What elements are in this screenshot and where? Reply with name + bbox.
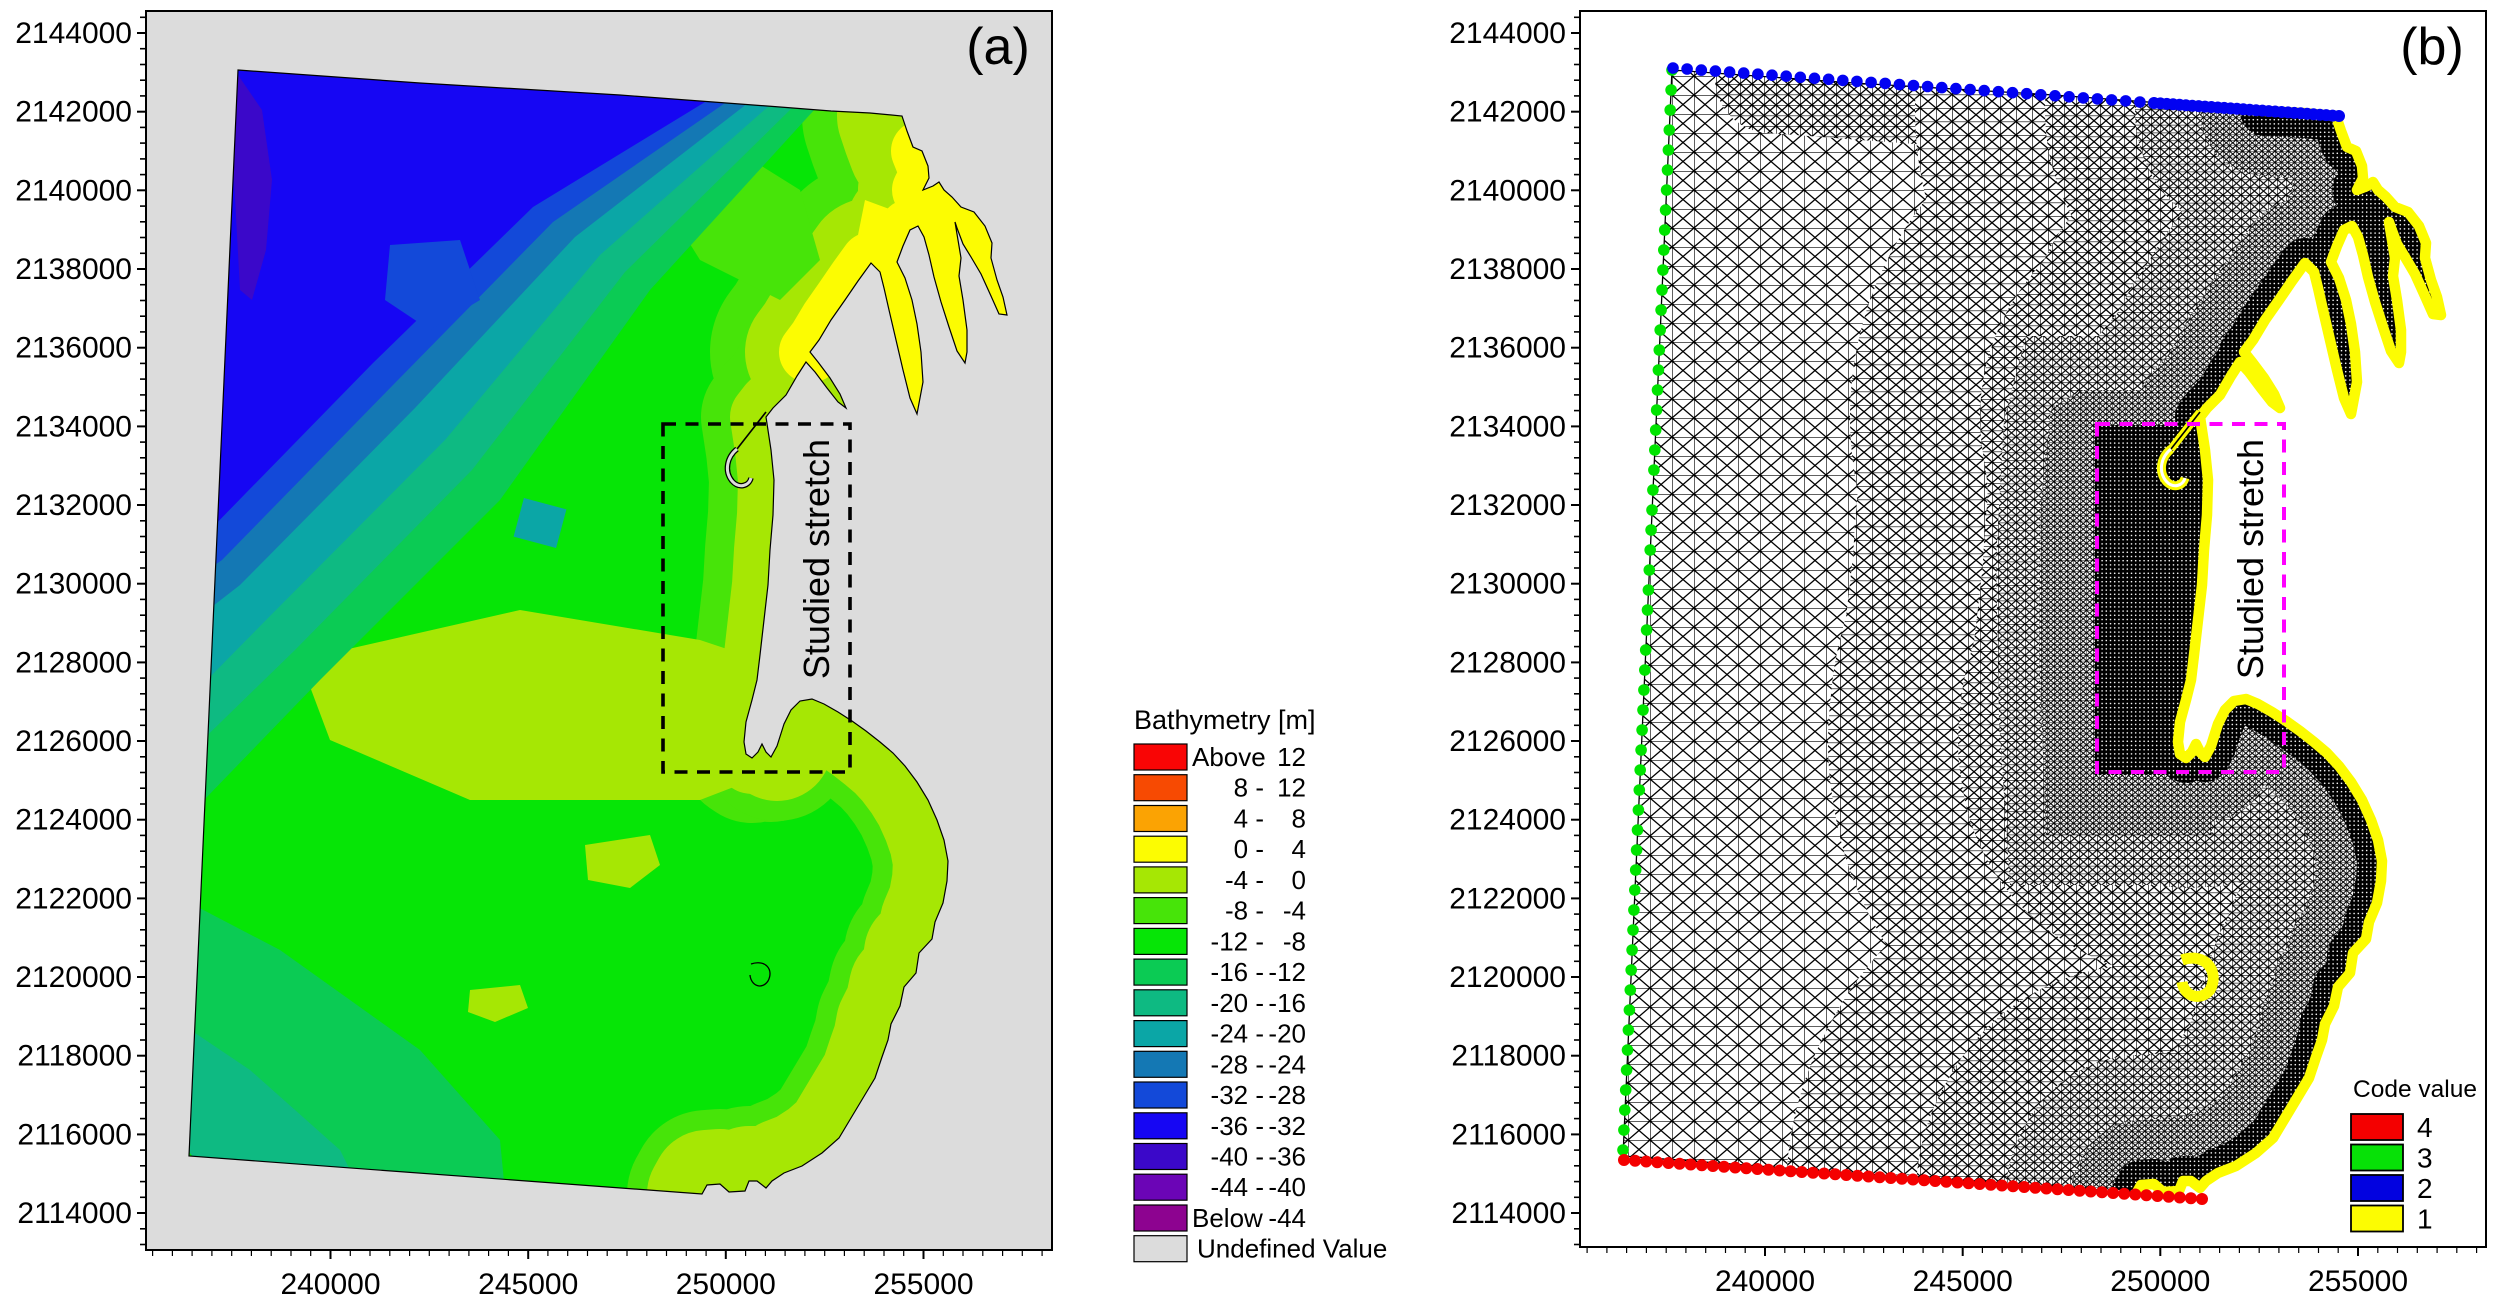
svg-text:-40: -40 bbox=[1268, 1172, 1306, 1202]
svg-text:(a): (a) bbox=[966, 18, 1030, 76]
svg-text:245000: 245000 bbox=[1913, 1265, 2013, 1298]
svg-text:2130000: 2130000 bbox=[15, 568, 132, 601]
svg-text:8: 8 bbox=[1292, 804, 1306, 834]
svg-text:-28 -: -28 - bbox=[1211, 1049, 1264, 1079]
svg-text:2128000: 2128000 bbox=[15, 646, 132, 679]
svg-text:-20 -: -20 - bbox=[1211, 988, 1264, 1018]
svg-text:2120000: 2120000 bbox=[15, 961, 132, 994]
svg-text:Undefined Value: Undefined Value bbox=[1197, 1234, 1387, 1264]
svg-text:4: 4 bbox=[1292, 834, 1306, 864]
svg-text:2126000: 2126000 bbox=[1449, 725, 1566, 758]
svg-text:-12 -: -12 - bbox=[1211, 926, 1264, 956]
svg-text:Above: Above bbox=[1192, 742, 1266, 772]
svg-text:4 -: 4 - bbox=[1234, 804, 1264, 834]
svg-text:-8 -: -8 - bbox=[1225, 896, 1264, 926]
svg-text:2136000: 2136000 bbox=[1449, 332, 1566, 365]
svg-text:2134000: 2134000 bbox=[1449, 410, 1566, 443]
svg-text:12: 12 bbox=[1277, 742, 1306, 772]
svg-text:-8: -8 bbox=[1283, 926, 1306, 956]
svg-text:2124000: 2124000 bbox=[1449, 804, 1566, 837]
svg-text:2132000: 2132000 bbox=[1449, 489, 1566, 522]
svg-text:2138000: 2138000 bbox=[1449, 253, 1566, 286]
svg-text:2130000: 2130000 bbox=[1449, 568, 1566, 601]
svg-text:Code value: Code value bbox=[2353, 1076, 2477, 1103]
svg-text:-36: -36 bbox=[1268, 1142, 1306, 1172]
svg-text:-16: -16 bbox=[1268, 988, 1306, 1018]
svg-text:2144000: 2144000 bbox=[15, 17, 132, 50]
svg-text:-16 -: -16 - bbox=[1211, 957, 1264, 987]
svg-text:1: 1 bbox=[2417, 1204, 2433, 1235]
svg-text:2120000: 2120000 bbox=[1449, 961, 1566, 994]
svg-text:2118000: 2118000 bbox=[1451, 1040, 1566, 1073]
svg-text:-32 -: -32 - bbox=[1211, 1080, 1264, 1110]
svg-text:12: 12 bbox=[1277, 773, 1306, 803]
svg-text:2114000: 2114000 bbox=[1451, 1197, 1566, 1230]
svg-text:4: 4 bbox=[2417, 1112, 2433, 1143]
svg-text:-24: -24 bbox=[1268, 1049, 1306, 1079]
svg-text:2122000: 2122000 bbox=[15, 882, 132, 915]
svg-text:0 -: 0 - bbox=[1234, 834, 1264, 864]
svg-text:2: 2 bbox=[2417, 1173, 2433, 1204]
svg-text:2128000: 2128000 bbox=[1449, 646, 1566, 679]
svg-text:-36 -: -36 - bbox=[1211, 1111, 1264, 1141]
svg-text:Bathymetry [m]: Bathymetry [m] bbox=[1134, 705, 1316, 735]
svg-text:-20: -20 bbox=[1268, 1019, 1306, 1049]
svg-text:255000: 255000 bbox=[873, 1268, 973, 1301]
svg-text:250000: 250000 bbox=[2110, 1265, 2210, 1298]
svg-text:250000: 250000 bbox=[676, 1268, 776, 1301]
svg-text:-4 -: -4 - bbox=[1225, 865, 1264, 895]
svg-text:2136000: 2136000 bbox=[15, 332, 132, 365]
svg-text:(b): (b) bbox=[2400, 18, 2464, 76]
svg-text:8 -: 8 - bbox=[1234, 773, 1264, 803]
svg-text:-44 -: -44 - bbox=[1211, 1172, 1264, 1202]
svg-text:Studied stretch: Studied stretch bbox=[796, 439, 837, 679]
svg-text:2118000: 2118000 bbox=[17, 1040, 132, 1073]
svg-text:Studied stretch: Studied stretch bbox=[2230, 439, 2271, 679]
svg-text:-4: -4 bbox=[1283, 896, 1306, 926]
svg-text:2138000: 2138000 bbox=[15, 253, 132, 286]
svg-text:2142000: 2142000 bbox=[1449, 96, 1566, 129]
svg-text:-12: -12 bbox=[1268, 957, 1306, 987]
svg-text:-24 -: -24 - bbox=[1211, 1019, 1264, 1049]
svg-text:2140000: 2140000 bbox=[15, 174, 132, 207]
svg-text:2140000: 2140000 bbox=[1449, 174, 1566, 207]
svg-text:2114000: 2114000 bbox=[17, 1197, 132, 1230]
svg-text:3: 3 bbox=[2417, 1143, 2433, 1174]
svg-text:-40 -: -40 - bbox=[1211, 1142, 1264, 1172]
svg-text:0: 0 bbox=[1292, 865, 1306, 895]
svg-text:2116000: 2116000 bbox=[1451, 1118, 1566, 1151]
svg-text:240000: 240000 bbox=[280, 1268, 380, 1301]
svg-text:2134000: 2134000 bbox=[15, 410, 132, 443]
svg-text:2116000: 2116000 bbox=[17, 1118, 132, 1151]
svg-text:2126000: 2126000 bbox=[15, 725, 132, 758]
svg-text:255000: 255000 bbox=[2308, 1265, 2408, 1298]
svg-text:245000: 245000 bbox=[478, 1268, 578, 1301]
svg-text:2132000: 2132000 bbox=[15, 489, 132, 522]
svg-text:-28: -28 bbox=[1268, 1080, 1306, 1110]
svg-text:240000: 240000 bbox=[1715, 1265, 1815, 1298]
svg-text:2124000: 2124000 bbox=[15, 804, 132, 837]
svg-text:2142000: 2142000 bbox=[15, 96, 132, 129]
svg-text:-44: -44 bbox=[1268, 1203, 1306, 1233]
svg-text:-32: -32 bbox=[1268, 1111, 1306, 1141]
svg-text:Below: Below bbox=[1192, 1203, 1263, 1233]
svg-text:2144000: 2144000 bbox=[1449, 17, 1566, 50]
svg-text:2122000: 2122000 bbox=[1449, 882, 1566, 915]
